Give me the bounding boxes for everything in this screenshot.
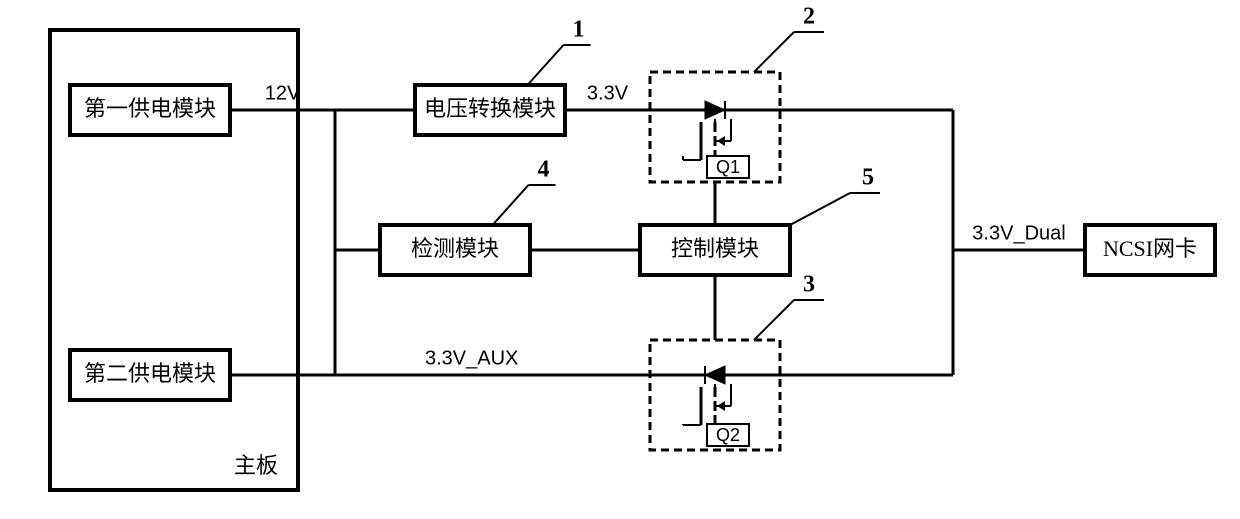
q1-ref: 2 (803, 4, 815, 30)
label-3v3: 3.3V (587, 82, 629, 104)
label-3v3dual: 3.3V_Dual (972, 222, 1065, 244)
control-ref: 5 (862, 165, 874, 191)
psu1-label: 第一供电模块 (84, 96, 216, 121)
q1-body-arrow (717, 136, 725, 146)
vconv-ref: 1 (573, 17, 585, 43)
detect-ref: 4 (538, 157, 550, 183)
label-3v3aux: 3.3V_AUX (425, 347, 518, 369)
vconv-label: 电压转换模块 (424, 96, 556, 121)
detect-label: 检测模块 (411, 236, 499, 261)
q2-qlabel: Q2 (716, 425, 740, 445)
motherboard-label: 主板 (234, 453, 278, 478)
control-ref-leader (790, 193, 850, 225)
control-label: 控制模块 (671, 236, 759, 261)
q2-ref-leader (754, 300, 794, 340)
q1-qlabel: Q1 (716, 157, 740, 177)
detect-ref-leader (493, 185, 529, 225)
q1-ref-leader (754, 32, 794, 72)
psu2-label: 第二供电模块 (84, 361, 216, 386)
q2-ref: 3 (803, 272, 815, 298)
q2-body-arrow (717, 401, 725, 411)
label-12v: 12V (265, 82, 301, 104)
vconv-ref-leader (528, 45, 564, 85)
ncsi-label: NCSI网卡 (1103, 236, 1197, 261)
